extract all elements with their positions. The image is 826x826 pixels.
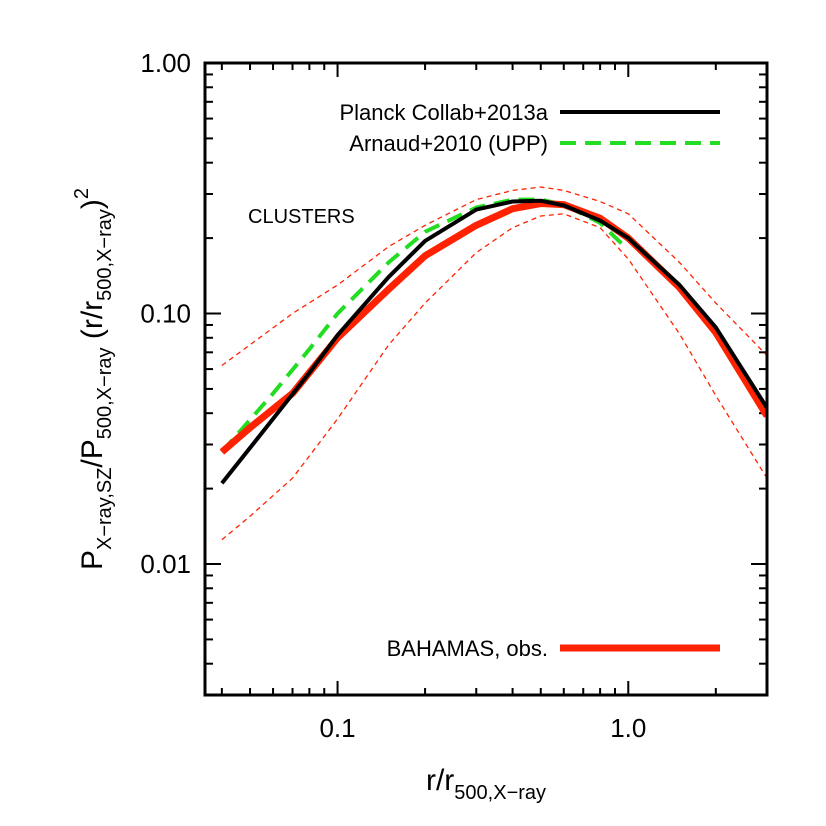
y-tick-label: 1.00 [140,48,191,78]
y-axis-label-p3: (r/r [76,301,109,348]
series-lines [219,186,767,541]
y-axis-label-p4: ) [76,199,109,209]
x-tick-label: 1.0 [610,713,646,743]
y-axis-label-s2: 500,X−ray [94,347,116,439]
plot-frame [203,61,769,697]
legend-bahamas: BAHAMAS, obs. [387,636,720,661]
series-line [220,197,624,454]
series-group [219,186,767,541]
series-line [220,198,767,485]
tick-labels: 0.1 1.0 0.01 0.10 1.00 [140,48,646,743]
annotation-clusters: CLUSTERS [248,206,355,228]
legend: Planck Collab+2013a Arnaud+2010 (UPP) [339,100,720,156]
y-axis-label-p1: P [76,550,109,570]
y-axis-label-s1: X−ray,SZ [94,468,116,550]
x-axis-label: r/r500,X−ray [426,764,546,804]
x-axis-label-sub: 500,X−ray [454,782,546,804]
x-axis-label-base: r/r [426,764,454,797]
y-tick-label: 0.10 [140,299,191,329]
series-line-scatter-bound [221,213,767,541]
tick-marks [205,62,768,696]
legend-label: Arnaud+2010 (UPP) [349,131,548,156]
y-axis-label: PX−ray,SZ/P500,X−ray (r/r500,X−ray)2 [71,188,116,570]
legend-label: Planck Collab+2013a [339,100,548,125]
y-tick-label: 0.01 [140,549,191,579]
x-tick-label: 0.1 [319,713,355,743]
y-axis-label-sup: 2 [71,188,93,199]
y-axis-label-p2: /P [76,439,109,467]
legend-label: BAHAMAS, obs. [387,636,548,661]
y-axis-label-s3: 500,X−ray [94,209,116,301]
